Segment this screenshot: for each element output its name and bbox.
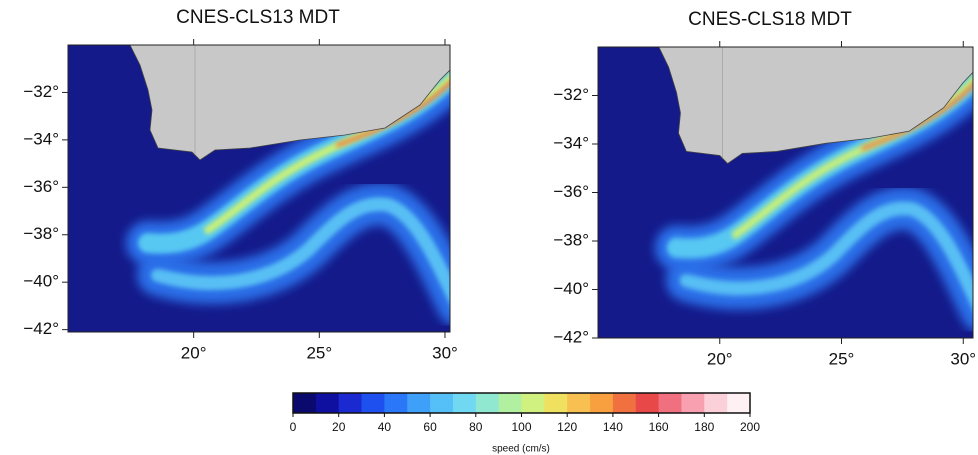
colorbar-tick-label: 0 (290, 420, 297, 434)
panel-title: CNES-CLS13 MDT (176, 7, 340, 28)
colorbar-segment (544, 393, 568, 413)
colorbar-tick-label: 140 (603, 420, 623, 434)
colorbar-tick-label: 60 (423, 420, 437, 434)
plot-frame (67, 44, 451, 333)
x-tick-label: 25° (306, 343, 332, 362)
colorbar-segment (361, 393, 385, 413)
colorbar-label: speed (cm/s) (492, 444, 550, 455)
y-tick-label: −38° (553, 230, 589, 249)
x-tick-label: 20° (707, 349, 733, 368)
speed-map (598, 47, 978, 338)
y-tick-label: −32° (23, 82, 59, 101)
colorbar-segment (612, 393, 637, 413)
colorbar-segment (521, 393, 545, 413)
y-tick-label: −34° (23, 129, 59, 148)
colorbar-segment (315, 393, 340, 413)
colorbar-segment (498, 393, 522, 413)
y-tick-label: −38° (23, 224, 59, 243)
panel-title: CNES-CLS18 MDT (688, 9, 852, 30)
x-tick-label: 25° (829, 349, 855, 368)
colorbar-tick-label: 200 (740, 420, 760, 434)
y-tick-label: −40° (553, 279, 589, 298)
colorbar-tick-label: 160 (649, 420, 669, 434)
y-tick-label: −42° (23, 319, 59, 338)
colorbar-tick-label: 20 (332, 420, 346, 434)
colorbar-segment (384, 393, 408, 413)
colorbar-segment (635, 393, 660, 413)
x-tick-label: 20° (181, 343, 207, 362)
colorbar-tick-label: 120 (557, 420, 577, 434)
colorbar-segment (430, 393, 454, 413)
colorbar-segment (475, 393, 500, 413)
speed-map (68, 45, 458, 332)
colorbar-tick-label: 40 (378, 420, 392, 434)
x-tick-label: 30° (432, 343, 458, 362)
colorbar-segment (567, 393, 591, 413)
colorbar-tick-label: 180 (694, 420, 714, 434)
y-tick-label: −36° (23, 177, 59, 196)
colorbar-tick-label: 80 (469, 420, 483, 434)
y-tick-label: −32° (553, 85, 589, 104)
y-tick-label: −36° (553, 182, 589, 201)
y-tick-label: −42° (553, 327, 589, 346)
colorbar-segment (658, 393, 682, 413)
colorbar-segment (452, 393, 477, 413)
colorbar-segment (727, 393, 751, 413)
y-tick-label: −40° (23, 272, 59, 291)
x-tick-label: 30° (950, 349, 976, 368)
colorbar-segment (704, 393, 728, 413)
colorbar-segment (590, 393, 614, 413)
colorbar-segment (338, 393, 363, 413)
colorbar-segment (681, 393, 705, 413)
colorbar-segment (293, 393, 317, 413)
colorbar-segment (407, 393, 431, 413)
y-tick-label: −34° (553, 133, 589, 152)
colorbar-tick-label: 100 (511, 420, 531, 434)
